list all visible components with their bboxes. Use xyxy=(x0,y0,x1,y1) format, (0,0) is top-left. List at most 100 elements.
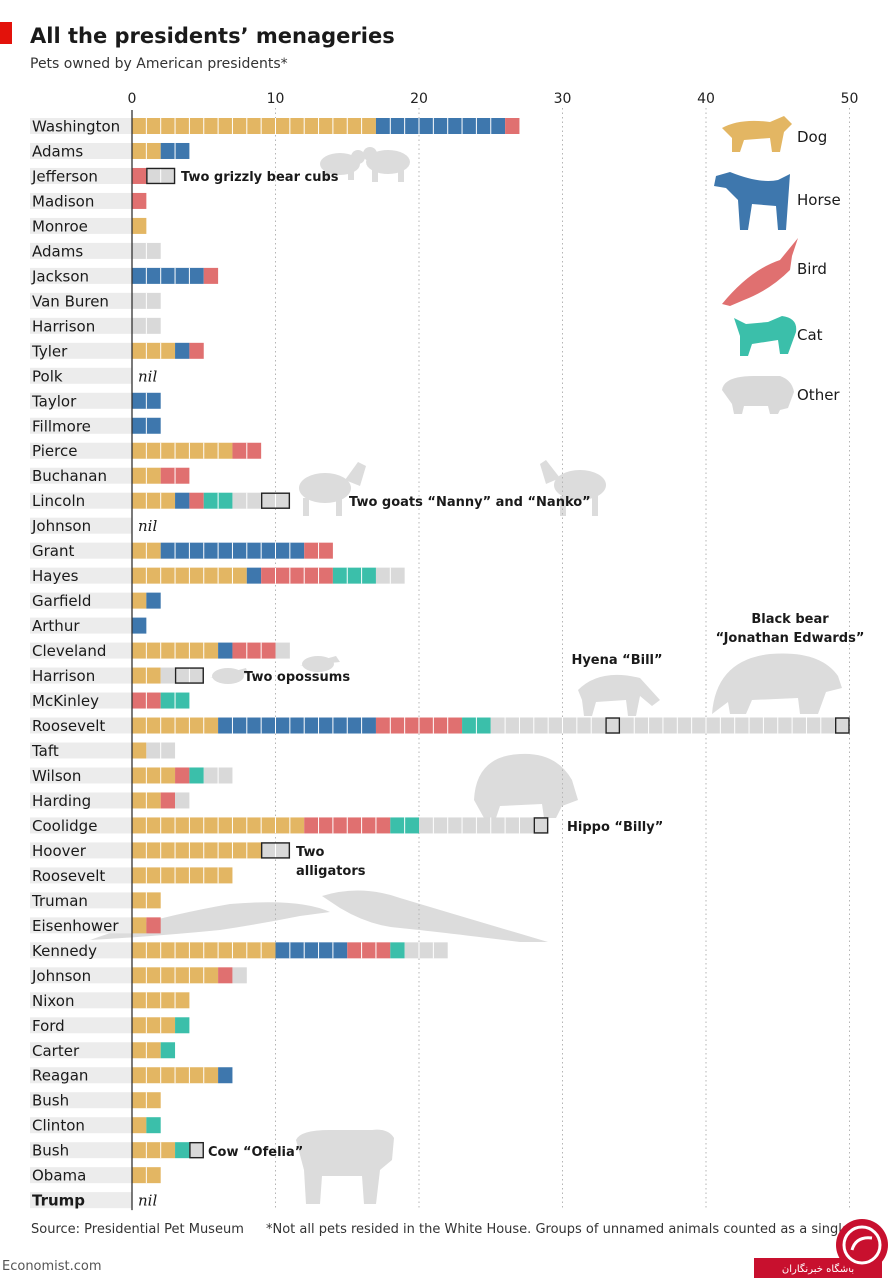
hyena-icon xyxy=(578,674,660,716)
president-name: Nixon xyxy=(32,992,75,1010)
bar-segment-horse xyxy=(175,342,190,359)
president-row: Madison xyxy=(30,192,147,210)
animal-silhouettes xyxy=(90,147,842,1204)
row-label-band xyxy=(30,867,132,884)
hippo-icon xyxy=(474,753,578,818)
legend-label: Other xyxy=(797,386,840,404)
row-label-band xyxy=(30,217,132,234)
bar-segment-horse xyxy=(218,1067,233,1084)
president-row: Hayes xyxy=(30,567,405,585)
highlighted-pet-box xyxy=(260,842,291,859)
bar-segment-other xyxy=(275,642,290,659)
bar-segment-other xyxy=(419,817,549,834)
president-name: Trump xyxy=(32,1192,85,1210)
president-row: Jefferson xyxy=(30,167,176,185)
bar-segment-other xyxy=(404,942,448,959)
president-row: McKinley xyxy=(30,692,190,710)
president-name: Roosevelt xyxy=(32,717,105,735)
row-label-band xyxy=(30,342,132,359)
president-name: Taylor xyxy=(31,392,77,410)
row-label-band xyxy=(30,667,132,684)
president-row: Fillmore xyxy=(30,417,161,435)
row-label-band xyxy=(30,267,132,284)
president-name: Kennedy xyxy=(32,942,97,960)
president-row: Taylor xyxy=(30,392,161,410)
source-note: Source: Presidential Pet Museum xyxy=(31,1222,244,1237)
highlighted-pet-box xyxy=(146,167,176,185)
annotation-label: Two goats “Nanny” and “Nanko” xyxy=(349,495,591,510)
row-label-band xyxy=(30,292,132,309)
annotation-label: Two grizzly bear cubs xyxy=(181,170,339,185)
president-row: Eisenhower xyxy=(30,917,161,935)
bar-segment-dog xyxy=(132,342,176,359)
nil-label: nil xyxy=(138,367,157,385)
bar-segment-cat xyxy=(146,1117,161,1134)
president-name: Truman xyxy=(31,892,88,910)
bar-segment-bird xyxy=(189,342,204,359)
president-name: Fillmore xyxy=(32,417,91,435)
bear-cubs-icon xyxy=(320,147,410,182)
president-row: Bush xyxy=(30,1092,161,1110)
president-name: Polk xyxy=(32,367,63,385)
cow-icon xyxy=(296,1129,394,1204)
row-label-band xyxy=(30,917,132,934)
goats-icon xyxy=(299,460,606,516)
bar-segment-cat xyxy=(175,1017,190,1034)
bar-segment-bird xyxy=(505,118,520,134)
bar-segment-bird xyxy=(189,492,204,509)
bar-segment-other xyxy=(232,967,247,984)
bird-icon xyxy=(722,238,798,306)
president-name: Johnson xyxy=(31,517,91,535)
highlighted-pet-box xyxy=(174,667,204,684)
president-name: Arthur xyxy=(32,617,80,635)
president-rows: Washington Adams Jefferson Madison Monroe Ada… xyxy=(30,118,850,1210)
bar-segment-dog xyxy=(132,1017,176,1034)
president-name: Jefferson xyxy=(31,167,98,185)
highlighted-pet-box xyxy=(533,817,549,834)
president-row: Nixon xyxy=(30,992,190,1010)
bar-segment-bird xyxy=(232,642,276,659)
gridlines xyxy=(275,108,850,1211)
president-row: Trump nil xyxy=(30,1192,157,1210)
bar-segment-dog xyxy=(132,442,233,459)
president-row: Carter xyxy=(30,1042,176,1060)
row-label-band xyxy=(30,892,132,909)
row-label-band xyxy=(30,967,132,984)
bar-segment-bird xyxy=(132,167,147,184)
annotation-label: Hippo “Billy” xyxy=(567,820,663,835)
row-label-band xyxy=(30,692,132,709)
row-label-band xyxy=(30,592,132,609)
bar-segment-bird xyxy=(347,942,391,959)
bar-segment-dog xyxy=(132,492,176,509)
bar-segment-bird xyxy=(160,792,176,809)
legend-label: Cat xyxy=(797,326,823,344)
row-label-band xyxy=(30,417,132,434)
president-name: Coolidge xyxy=(32,817,97,835)
bar-segment-other xyxy=(189,1142,204,1159)
president-name: Buchanan xyxy=(32,467,107,485)
row-label-band xyxy=(30,942,132,959)
nil-label: nil xyxy=(138,517,157,535)
highlighted-pet-box xyxy=(189,1141,204,1159)
brand-credit: Economist.com xyxy=(2,1259,102,1274)
row-label-band xyxy=(30,617,132,634)
president-name: Reagan xyxy=(32,1067,88,1085)
annotation-label: Two opossums xyxy=(244,670,350,685)
highlighted-pet-box xyxy=(260,492,291,509)
president-name: Bush xyxy=(32,1142,69,1160)
president-row: Truman xyxy=(30,892,161,910)
president-row: Harrison xyxy=(30,667,204,685)
row-label-band xyxy=(30,142,132,159)
president-name: Madison xyxy=(32,192,94,210)
row-label-band xyxy=(30,1142,132,1159)
president-row: Adams xyxy=(30,242,161,260)
president-row: Jackson xyxy=(30,267,219,285)
annotation-label: Hyena “Bill” xyxy=(571,653,662,668)
bar-segment-horse xyxy=(275,942,348,959)
bar-segment-dog xyxy=(132,1117,147,1134)
president-name: Eisenhower xyxy=(32,917,119,935)
row-label-band xyxy=(30,1192,132,1209)
row-label-band xyxy=(30,167,132,184)
president-name: Cleveland xyxy=(32,642,106,660)
row-label-band xyxy=(30,442,132,459)
